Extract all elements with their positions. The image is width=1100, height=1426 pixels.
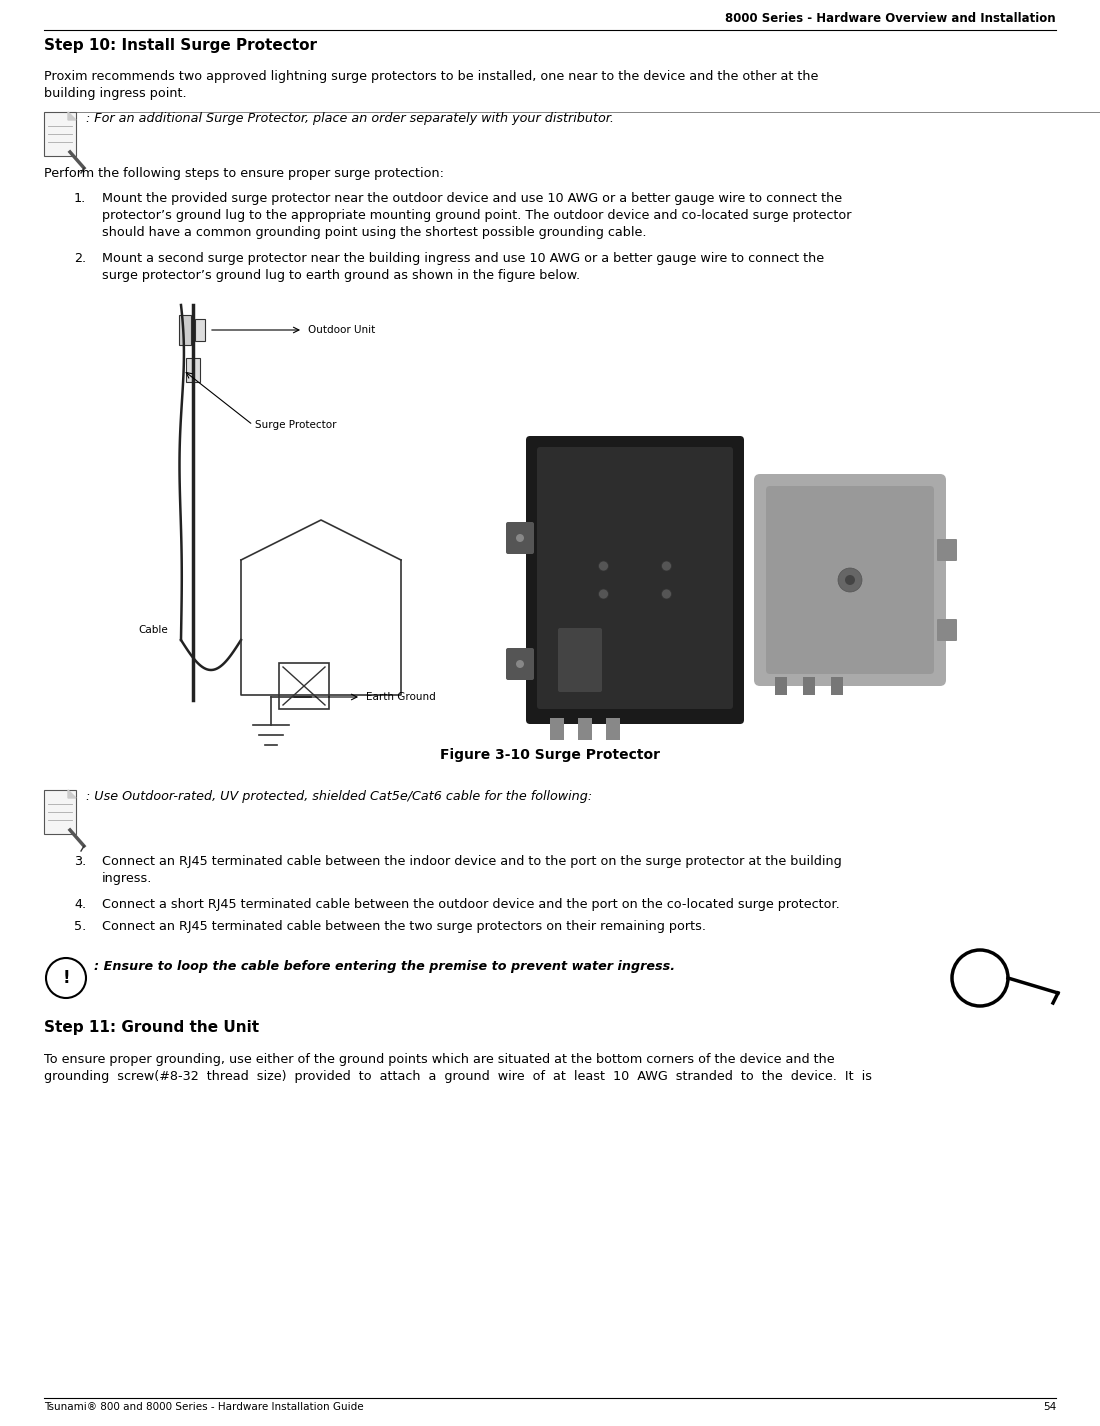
Text: Earth Ground: Earth Ground [366, 692, 436, 702]
FancyBboxPatch shape [179, 315, 191, 345]
FancyBboxPatch shape [279, 663, 329, 709]
Text: Perform the following steps to ensure proper surge protection:: Perform the following steps to ensure pr… [44, 167, 444, 180]
FancyBboxPatch shape [803, 677, 815, 694]
Text: 1.: 1. [74, 193, 86, 205]
Text: Surge Protector: Surge Protector [255, 421, 337, 431]
Text: 4.: 4. [74, 898, 86, 911]
Circle shape [46, 958, 86, 998]
FancyBboxPatch shape [766, 486, 934, 674]
FancyBboxPatch shape [754, 473, 946, 686]
Text: Connect an RJ45 terminated cable between the two surge protectors on their remai: Connect an RJ45 terminated cable between… [102, 920, 706, 933]
Circle shape [661, 589, 671, 599]
Text: Mount a second surge protector near the building ingress and use 10 AWG or a bet: Mount a second surge protector near the … [102, 252, 824, 265]
FancyBboxPatch shape [195, 319, 205, 341]
FancyBboxPatch shape [578, 719, 592, 740]
FancyBboxPatch shape [550, 719, 564, 740]
FancyBboxPatch shape [44, 113, 76, 155]
Text: To ensure proper grounding, use either of the ground points which are situated a: To ensure proper grounding, use either o… [44, 1052, 835, 1067]
Text: Connect a short RJ45 terminated cable between the outdoor device and the port on: Connect a short RJ45 terminated cable be… [102, 898, 839, 911]
Text: protector’s ground lug to the appropriate mounting ground point. The outdoor dev: protector’s ground lug to the appropriat… [102, 210, 851, 222]
FancyBboxPatch shape [776, 677, 786, 694]
FancyBboxPatch shape [537, 446, 733, 709]
Text: 2.: 2. [74, 252, 86, 265]
FancyBboxPatch shape [506, 647, 534, 680]
Text: 5.: 5. [74, 920, 86, 933]
Text: : Ensure to loop the cable before entering the premise to prevent water ingress.: : Ensure to loop the cable before enteri… [94, 960, 675, 973]
FancyBboxPatch shape [937, 619, 957, 642]
FancyBboxPatch shape [830, 677, 843, 694]
Text: Outdoor Unit: Outdoor Unit [308, 325, 375, 335]
Circle shape [661, 560, 671, 570]
FancyBboxPatch shape [606, 719, 620, 740]
Text: Figure 3-10 Surge Protector: Figure 3-10 Surge Protector [440, 749, 660, 761]
Text: building ingress point.: building ingress point. [44, 87, 187, 100]
Polygon shape [68, 113, 76, 120]
Circle shape [845, 575, 855, 585]
Text: Connect an RJ45 terminated cable between the indoor device and to the port on th: Connect an RJ45 terminated cable between… [102, 856, 842, 868]
Polygon shape [68, 790, 76, 799]
Text: : Use Outdoor-rated, UV protected, shielded Cat5e/Cat6 cable for the following:: : Use Outdoor-rated, UV protected, shiel… [86, 790, 592, 803]
FancyBboxPatch shape [506, 522, 534, 553]
Text: Step 11: Ground the Unit: Step 11: Ground the Unit [44, 1020, 260, 1035]
Text: should have a common grounding point using the shortest possible grounding cable: should have a common grounding point usi… [102, 225, 647, 240]
Text: 54: 54 [1043, 1402, 1056, 1412]
Text: !: ! [63, 970, 69, 987]
Circle shape [516, 660, 524, 667]
Text: ingress.: ingress. [102, 873, 153, 886]
FancyBboxPatch shape [186, 358, 200, 382]
Text: Cable: Cable [138, 625, 167, 635]
FancyBboxPatch shape [558, 627, 602, 692]
FancyBboxPatch shape [44, 790, 76, 834]
Circle shape [598, 560, 608, 570]
Text: grounding  screw(#8-32  thread  size)  provided  to  attach  a  ground  wire  of: grounding screw(#8-32 thread size) provi… [44, 1070, 872, 1082]
Text: Step 10: Install Surge Protector: Step 10: Install Surge Protector [44, 39, 317, 53]
Circle shape [516, 533, 524, 542]
FancyBboxPatch shape [937, 539, 957, 560]
FancyBboxPatch shape [526, 436, 744, 724]
Circle shape [598, 589, 608, 599]
Circle shape [838, 568, 862, 592]
Text: : For an additional Surge Protector, place an order separately with your distrib: : For an additional Surge Protector, pla… [86, 113, 614, 125]
Text: 3.: 3. [74, 856, 86, 868]
Text: surge protector’s ground lug to earth ground as shown in the figure below.: surge protector’s ground lug to earth gr… [102, 270, 580, 282]
Text: Proxim recommends two approved lightning surge protectors to be installed, one n: Proxim recommends two approved lightning… [44, 70, 818, 83]
Text: 8000 Series - Hardware Overview and Installation: 8000 Series - Hardware Overview and Inst… [725, 11, 1056, 26]
Text: Mount the provided surge protector near the outdoor device and use 10 AWG or a b: Mount the provided surge protector near … [102, 193, 843, 205]
Text: Tsunami® 800 and 8000 Series - Hardware Installation Guide: Tsunami® 800 and 8000 Series - Hardware … [44, 1402, 364, 1412]
